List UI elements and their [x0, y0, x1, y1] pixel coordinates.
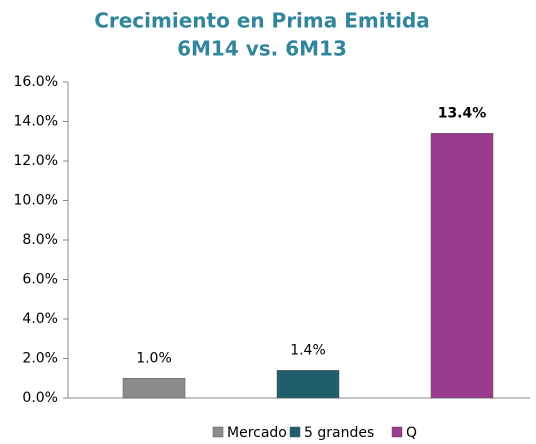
legend-label: 5 grandes: [304, 425, 374, 441]
y-tick-label: 0.0%: [22, 390, 58, 406]
bar: [430, 133, 494, 399]
data-label: 13.4%: [438, 105, 487, 121]
legend-label: Mercado: [227, 425, 287, 441]
y-tick-label: 8.0%: [22, 232, 58, 248]
legend-swatch: [391, 426, 403, 438]
data-label: 1.0%: [136, 350, 172, 366]
y-tick-label: 6.0%: [22, 272, 58, 288]
y-tick-label: 4.0%: [22, 311, 58, 327]
bar: [122, 378, 186, 399]
chart-subtitle: 6M14 vs. 6M13: [177, 37, 347, 61]
legend-label: Q: [406, 425, 417, 441]
chart-title: Crecimiento en Prima Emitida: [94, 9, 430, 33]
y-tick-label: 14.0%: [14, 114, 58, 130]
y-tick-label: 2.0%: [22, 351, 58, 367]
y-tick-label: 16.0%: [14, 74, 58, 90]
data-label: 1.4%: [290, 342, 326, 358]
y-tick-label: 10.0%: [14, 193, 58, 209]
legend-swatch: [212, 426, 224, 438]
bar: [276, 370, 340, 399]
legend-swatch: [289, 426, 301, 438]
y-tick-label: 12.0%: [14, 153, 58, 169]
